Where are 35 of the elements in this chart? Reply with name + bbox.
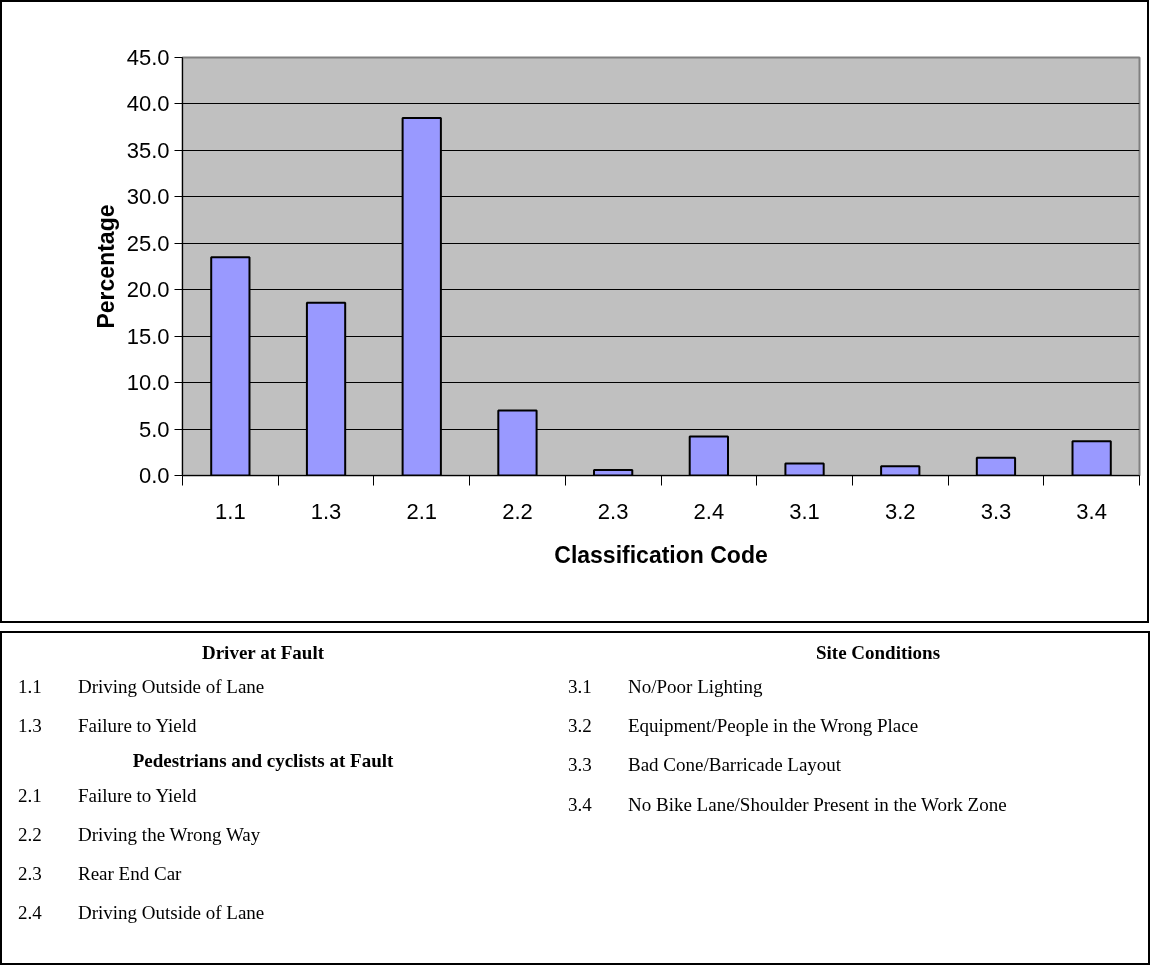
text: 2.2 Driving the Wrong Way [18,823,261,845]
x-tick-label: 3.2 [884,498,916,524]
y-tick-label: 35.0 [126,137,170,163]
y-tick-label: 40.0 [126,91,170,117]
text: 2.4 Driving Outside of Lane [18,901,265,923]
x-tick-label: 1.1 [215,498,246,524]
text: 3.3 Bad Cone/Barricade Layout [568,754,842,776]
text: 2.1 Failure to Yield [18,784,197,806]
text: Site Conditions [814,641,942,665]
y-tick-label: 5.0 [138,416,170,442]
text: 3.1 No/Poor Lighting [568,676,763,698]
text: 1.3 Failure to Yield [18,715,197,737]
text: Driver at Fault [200,641,326,665]
x-tick-label: 3.3 [980,498,1012,524]
y-tick-label: 30.0 [126,184,170,210]
text: 2.3 Rear End Car [18,862,182,884]
x-tick-label: 2.4 [693,498,725,524]
text: Pedestrians and cyclists at Fault [131,749,395,774]
y-tick-label: 20.0 [126,277,170,303]
text: 1.1 Driving Outside of Lane [18,676,265,698]
x-tick-label: 2.3 [597,498,629,524]
x-tick-label: 3.1 [789,498,820,524]
x-tick-label: 2.2 [502,498,533,524]
y-tick-label: 0.0 [138,463,170,488]
y-axis-title: Percentage [92,204,119,329]
x-tick-label: 1.3 [310,498,342,524]
x-axis-title: Classification Code [554,541,768,568]
y-tick-label: 10.0 [126,370,170,396]
x-tick-label: 2.1 [406,498,438,524]
y-tick-label: 45.0 [126,45,170,70]
text: 3.4 No Bike Lane/Shoulder Present in the Work Zone [568,793,1007,815]
x-tick-label: 3.4 [1076,498,1107,524]
text: 3.2 Equipment/People in the Wrong Place [568,715,919,737]
y-tick-label: 25.0 [126,230,170,256]
y-tick-label: 15.0 [126,323,170,349]
